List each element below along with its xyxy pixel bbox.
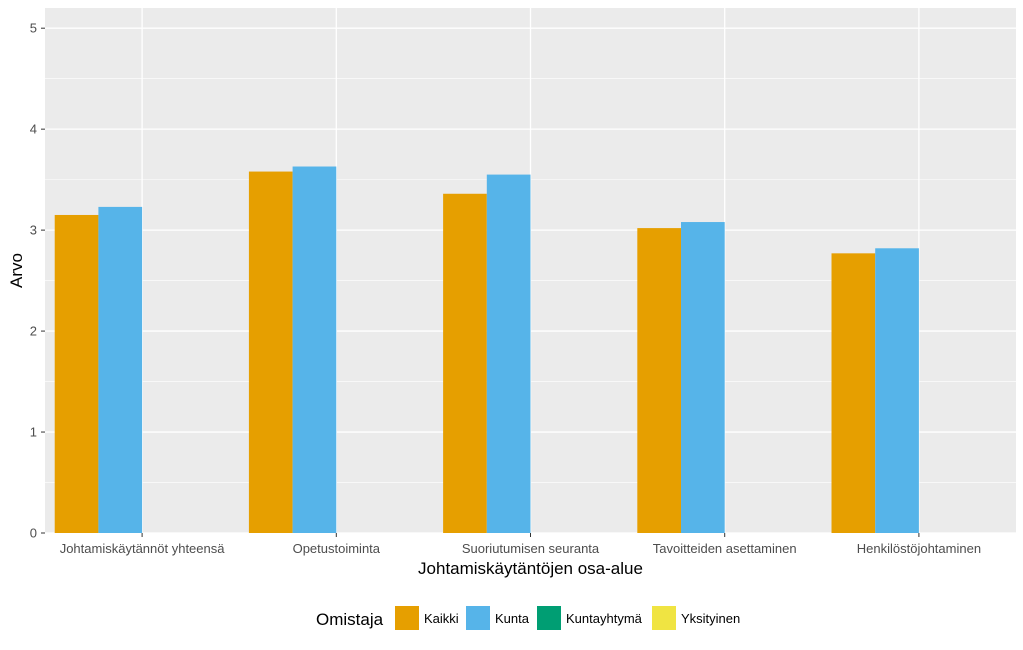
- y-tick-label: 2: [30, 324, 37, 339]
- bar-kaikki: [248, 171, 293, 534]
- bar-kaikki: [637, 228, 682, 533]
- x-tick-label: Henkilöstöjohtaminen: [857, 541, 981, 556]
- bar-kunta: [486, 174, 531, 533]
- legend-key-kuntayhtymä: [537, 606, 561, 630]
- legend-key-kunta: [466, 606, 490, 630]
- bar-kunta: [98, 206, 143, 533]
- bar-kunta: [292, 166, 337, 533]
- x-tick-label: Opetustoiminta: [293, 541, 381, 556]
- legend-label: Kunta: [495, 611, 530, 626]
- y-axis-ticks: 0 1 2 3 4 5: [30, 21, 45, 541]
- y-axis-title: Arvo: [7, 253, 26, 288]
- legend-key-kaikki: [395, 606, 419, 630]
- legend-key-yksityinen: [652, 606, 676, 630]
- bar-kaikki: [831, 253, 876, 533]
- legend-label: Kuntayhtymä: [566, 611, 643, 626]
- legend: Omistaja Kaikki Kunta Kuntayhtymä Yksityine…: [316, 606, 740, 630]
- bar-kaikki: [54, 214, 99, 533]
- x-tick-label: Suoriutumisen seuranta: [462, 541, 600, 556]
- legend-label: Yksityinen: [681, 611, 740, 626]
- legend-label: Kaikki: [424, 611, 459, 626]
- bar-kunta: [681, 222, 725, 534]
- bars: [54, 166, 919, 534]
- y-tick-label: 5: [30, 21, 37, 36]
- x-axis-title: Johtamiskäytäntöjen osa-alue: [418, 559, 643, 578]
- y-tick-label: 0: [30, 526, 37, 541]
- y-tick-label: 3: [30, 223, 37, 238]
- y-tick-label: 4: [30, 122, 37, 137]
- x-axis-ticks: Johtamiskäytännöt yhteensä Opetustoiminta…: [60, 533, 981, 556]
- x-tick-label: Tavoitteiden asettaminen: [653, 541, 797, 556]
- bar-kunta: [875, 248, 919, 534]
- legend-title: Omistaja: [316, 610, 384, 629]
- y-tick-label: 1: [30, 425, 37, 440]
- x-tick-label: Johtamiskäytännöt yhteensä: [60, 541, 226, 556]
- bar-kaikki: [443, 193, 487, 533]
